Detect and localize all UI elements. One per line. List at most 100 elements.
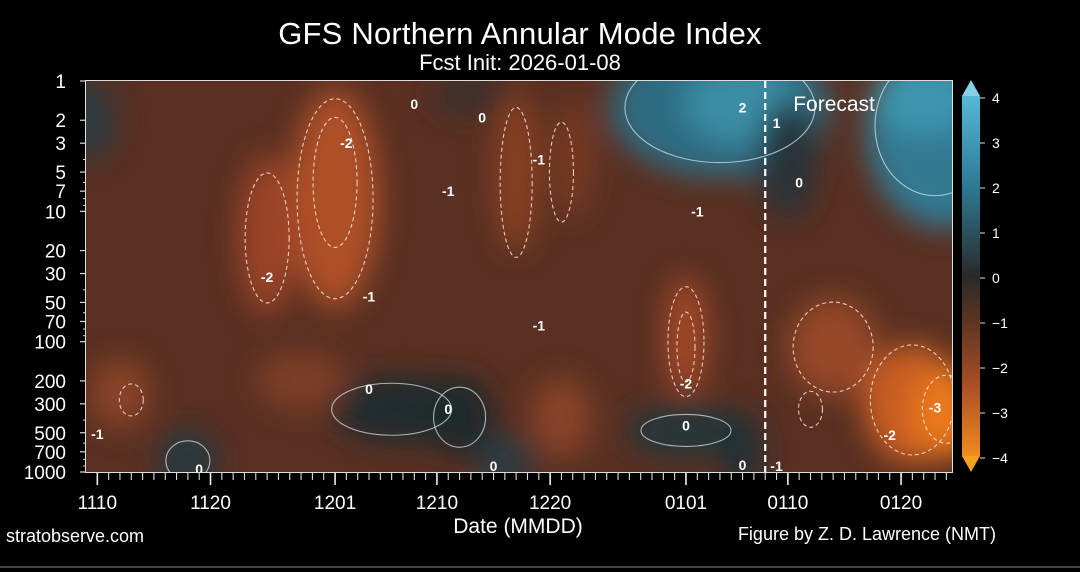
contour-label: 0 xyxy=(365,381,373,397)
contour-label: -1 xyxy=(533,151,546,167)
colorbar-tick-label: 4 xyxy=(992,90,1000,106)
field-blob xyxy=(911,367,952,458)
contour-label: 0 xyxy=(444,401,452,417)
negative-contour xyxy=(797,390,824,428)
contour-label: -1 xyxy=(363,288,376,304)
colorbar-tick-label: −2 xyxy=(992,360,1008,376)
contour-label: 0 xyxy=(195,461,203,477)
positive-contour xyxy=(624,81,816,164)
contour-label: -2 xyxy=(340,135,353,151)
contour-label: -1 xyxy=(770,458,783,474)
chart-title: GFS Northern Annular Mode Index xyxy=(278,16,762,51)
negative-contour xyxy=(244,172,290,304)
heatmap-field: 0 0 -2 -1 -1 2 1 0 -1 -2 -1 -1 0 -2 0 0 -3 -2 0 0 0 -1 -1 xyxy=(86,81,952,477)
credit-author: Figure by Z. D. Lawrence (NMT) xyxy=(737,524,996,544)
y-tick-label: 30 xyxy=(45,265,66,286)
x-tick-label: 0120 xyxy=(880,493,922,514)
x-tick-label: 1120 xyxy=(190,493,231,514)
chart-subtitle: Fcst Init: 2026-01-08 xyxy=(419,50,621,75)
x-tick-label: 1220 xyxy=(529,493,571,514)
y-tick-label: 700 xyxy=(34,443,66,464)
y-tick-label: 1000 xyxy=(24,463,66,484)
positive-contour xyxy=(433,386,487,448)
field-blob xyxy=(625,402,746,459)
y-tick-label: 10 xyxy=(45,202,66,223)
forecast-divider: Forecast xyxy=(764,81,875,472)
field-blob xyxy=(157,429,218,472)
contour-label: -1 xyxy=(91,426,104,442)
contour-label: -2 xyxy=(884,427,897,443)
field-blob xyxy=(430,81,511,116)
field-blob xyxy=(256,350,347,411)
colorbar-tick-label: −4 xyxy=(992,450,1008,466)
colorbar-tick-label: 2 xyxy=(992,180,1000,196)
colorbar-tick-label: 0 xyxy=(992,270,1000,286)
negative-contour xyxy=(296,98,374,300)
credit-source: stratobserve.com xyxy=(6,526,145,546)
field-blob xyxy=(757,99,818,220)
field-blob xyxy=(531,377,592,458)
field-blob xyxy=(788,297,879,398)
negative-contour xyxy=(499,106,533,258)
positive-contour xyxy=(165,440,211,472)
contour-label: 2 xyxy=(739,100,747,116)
plot-frame xyxy=(85,80,953,473)
y-tick-label: 2 xyxy=(55,111,66,132)
field-blob xyxy=(663,275,708,396)
field-blob xyxy=(873,81,952,136)
negative-contour xyxy=(312,116,358,248)
y-tick-label: 70 xyxy=(45,312,66,333)
contour-label: -1 xyxy=(691,203,704,219)
colorbar-tick-label: 1 xyxy=(992,225,1000,241)
bottom-rule xyxy=(0,566,1080,568)
contour-label: 0 xyxy=(739,457,747,473)
contour-label: -3 xyxy=(929,400,942,416)
colorbar-tick-label: 3 xyxy=(992,135,1000,151)
negative-contour xyxy=(667,286,705,398)
forecast-label: Forecast xyxy=(793,93,875,116)
negative-contour xyxy=(792,301,874,393)
contour-label: 1 xyxy=(773,115,781,131)
contour-label: -1 xyxy=(533,317,546,333)
contour-label: -2 xyxy=(680,376,693,392)
field-blob xyxy=(290,88,381,309)
y-tick-label: 100 xyxy=(34,333,66,354)
colorbar-gradient xyxy=(962,96,980,456)
field-blob xyxy=(86,81,116,161)
x-axis: 1110 1120 1201 1210 1220 0101 0110 0120 xyxy=(78,472,947,514)
x-axis-label: Date (MMDD) xyxy=(453,515,583,538)
y-tick-label: 7 xyxy=(55,182,66,203)
colorbar-tick-label: −1 xyxy=(992,315,1008,331)
negative-contour xyxy=(921,374,952,444)
y-tick-label: 300 xyxy=(34,395,66,416)
positive-contour xyxy=(874,81,952,197)
colorbar-min-arrow xyxy=(962,456,980,472)
contour-label: -1 xyxy=(442,183,455,199)
field-blob xyxy=(474,434,535,472)
y-tick-label: 200 xyxy=(34,372,66,393)
x-tick-label: 0110 xyxy=(767,493,808,514)
contour-label: 0 xyxy=(478,109,486,125)
positive-contour xyxy=(331,382,453,436)
y-tick-label: 50 xyxy=(45,293,66,314)
contour-label: 0 xyxy=(795,174,803,190)
contour-label: 0 xyxy=(490,458,498,474)
negative-contour xyxy=(548,121,575,223)
field-blob xyxy=(237,154,298,315)
field-blob xyxy=(722,411,763,472)
colorbar-tick-label: −3 xyxy=(992,405,1008,421)
x-tick-label: 1110 xyxy=(78,493,117,514)
y-tick-label: 3 xyxy=(55,134,66,155)
colorbar: 4 3 2 1 0 −1 −2 −3 −4 xyxy=(962,80,1008,472)
y-tick-label: 5 xyxy=(55,163,66,184)
y-tick-label: 20 xyxy=(45,242,66,263)
field-blob xyxy=(552,99,593,220)
negative-contour xyxy=(118,383,144,417)
x-tick-label: 1210 xyxy=(416,493,458,514)
contour-label: -2 xyxy=(261,269,274,285)
positive-contour xyxy=(640,413,732,448)
x-tick-label: 0101 xyxy=(665,493,707,514)
field-blob xyxy=(494,92,539,253)
